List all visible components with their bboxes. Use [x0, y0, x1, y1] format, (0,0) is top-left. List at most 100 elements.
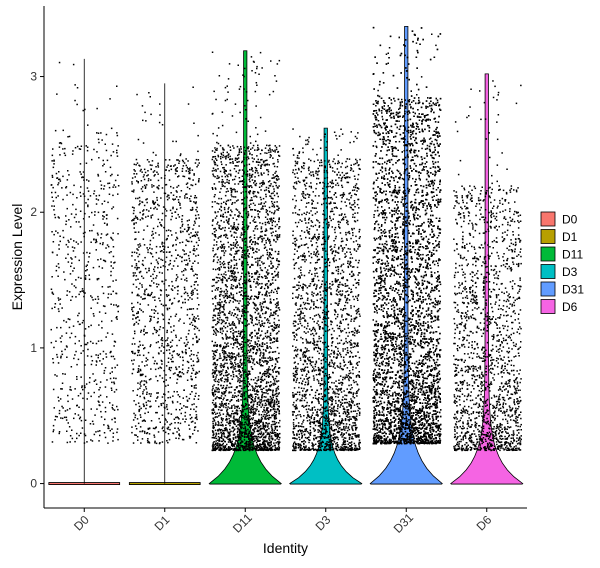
data-point — [188, 317, 191, 320]
data-point — [277, 161, 279, 163]
data-point — [238, 444, 240, 447]
data-point — [243, 164, 246, 167]
data-point — [243, 75, 245, 78]
data-point — [217, 247, 219, 249]
data-point — [103, 211, 106, 213]
data-point — [229, 253, 231, 255]
data-point — [135, 164, 137, 166]
data-point — [214, 350, 217, 352]
data-point — [177, 417, 179, 419]
data-point — [170, 422, 173, 425]
data-point — [256, 281, 258, 283]
data-point — [86, 269, 88, 271]
data-point — [84, 419, 87, 421]
data-point — [269, 403, 271, 405]
data-point — [142, 264, 145, 267]
data-point — [249, 190, 252, 193]
data-point — [195, 158, 198, 161]
data-point — [173, 418, 176, 420]
data-point — [179, 230, 182, 232]
data-point — [57, 263, 60, 265]
data-point — [197, 159, 200, 161]
data-point — [84, 275, 87, 277]
data-point — [225, 236, 227, 238]
data-point — [79, 210, 82, 212]
data-point — [249, 435, 251, 437]
data-point — [239, 436, 242, 438]
data-point — [221, 311, 224, 313]
data-point — [245, 421, 247, 423]
data-point — [272, 396, 274, 399]
data-point — [267, 381, 270, 384]
data-point — [239, 378, 241, 380]
data-point — [223, 246, 226, 248]
data-point — [164, 261, 167, 263]
data-point — [253, 388, 256, 391]
data-point — [57, 232, 59, 234]
data-point — [247, 441, 249, 443]
data-point — [228, 206, 230, 209]
data-point — [170, 168, 173, 171]
data-point — [87, 392, 90, 394]
data-point — [238, 364, 241, 367]
data-point — [82, 232, 85, 235]
data-point — [91, 420, 94, 423]
data-point — [273, 434, 276, 436]
data-point — [245, 298, 247, 300]
data-point — [226, 286, 228, 288]
data-point — [246, 447, 248, 450]
data-point — [252, 359, 255, 361]
data-point — [109, 174, 112, 177]
data-point — [104, 171, 107, 173]
data-point — [225, 274, 227, 276]
data-point — [143, 397, 146, 400]
data-point — [155, 251, 158, 254]
data-point — [217, 312, 220, 314]
data-point — [262, 387, 265, 389]
data-point — [274, 234, 277, 237]
data-point — [224, 226, 226, 229]
data-point — [182, 165, 185, 167]
data-point — [131, 302, 133, 305]
data-point — [133, 222, 135, 225]
data-point — [232, 412, 235, 415]
data-point — [69, 407, 71, 410]
data-point — [190, 195, 192, 197]
data-point — [224, 351, 227, 353]
data-point — [146, 439, 149, 442]
data-point — [278, 445, 280, 447]
data-point — [117, 193, 119, 195]
data-point — [220, 157, 222, 160]
data-point — [259, 378, 262, 381]
data-point — [212, 268, 215, 270]
data-point — [222, 449, 224, 451]
data-point — [211, 158, 214, 161]
data-point — [91, 229, 93, 232]
data-point — [235, 326, 237, 328]
data-point — [116, 149, 118, 152]
data-point — [267, 190, 270, 192]
data-point — [108, 193, 111, 195]
data-point — [181, 256, 183, 258]
data-point — [186, 400, 189, 402]
data-point — [216, 302, 219, 304]
data-point — [141, 430, 144, 432]
data-point — [274, 403, 276, 405]
data-point — [80, 195, 82, 197]
data-point — [56, 416, 58, 418]
data-point — [273, 384, 275, 386]
data-point — [145, 381, 148, 384]
data-point — [232, 448, 234, 450]
data-point — [261, 379, 263, 381]
data-point — [245, 252, 247, 255]
data-point — [245, 445, 247, 447]
data-point — [275, 178, 278, 180]
data-point — [263, 439, 266, 442]
data-point — [250, 441, 252, 443]
data-point — [217, 303, 219, 306]
data-point — [112, 280, 114, 282]
data-point — [153, 268, 155, 271]
data-point — [253, 403, 255, 406]
data-point — [247, 156, 249, 158]
data-point — [54, 129, 57, 132]
